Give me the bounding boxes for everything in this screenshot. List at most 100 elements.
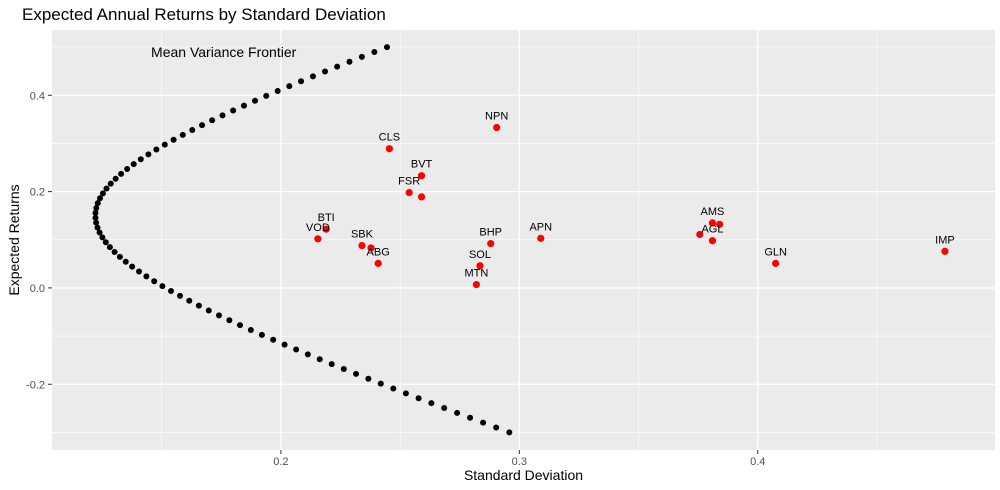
- frontier-point: [186, 297, 193, 304]
- grid-minor: [52, 30, 995, 450]
- frontier-point: [226, 317, 233, 324]
- frontier-point: [263, 92, 270, 99]
- asset-label-agl: AGL: [701, 224, 723, 236]
- frontier-series: [92, 44, 513, 436]
- frontier-point: [199, 122, 206, 129]
- frontier-point: [168, 287, 175, 294]
- frontier-point: [247, 326, 254, 333]
- asset-label-fsr: FSR: [398, 176, 420, 188]
- frontier-point: [118, 170, 125, 177]
- asset-point-ams: [716, 220, 724, 228]
- asset-point-agl: [708, 237, 717, 245]
- frontier-point: [99, 234, 106, 241]
- frontier-point: [358, 53, 365, 60]
- y-tick-label: 0.4: [30, 90, 45, 102]
- frontier-point: [316, 356, 323, 363]
- frontier-point: [124, 166, 131, 173]
- frontier-point: [219, 112, 226, 119]
- asset-point-gln: [772, 259, 780, 267]
- x-tick-label: 0.4: [750, 456, 765, 468]
- x-axis-ticks: 0.2 0.3 0.4: [273, 450, 765, 468]
- asset-point-agl: [696, 230, 704, 239]
- frontier-point: [281, 341, 288, 348]
- frontier-point: [129, 263, 136, 270]
- frontier-point: [116, 253, 123, 260]
- frontier-point: [371, 48, 378, 55]
- frontier-point: [334, 63, 341, 70]
- frontier-point: [143, 273, 150, 280]
- asset-point-mtn: [472, 280, 481, 289]
- frontier-point: [467, 414, 474, 421]
- frontier-point: [286, 83, 293, 90]
- frontier-point: [390, 385, 397, 392]
- x-tick-label: 0.2: [273, 456, 288, 468]
- asset-point-bvt: [417, 172, 426, 180]
- grid-major: [52, 30, 995, 450]
- frontier-point: [377, 380, 384, 387]
- y-tick-label: 0.2: [30, 187, 45, 199]
- frontier-point: [151, 278, 158, 285]
- frontier-point: [92, 214, 99, 221]
- frontier-annotation: Mean Variance Frontier: [151, 44, 297, 60]
- frontier-point: [270, 336, 277, 343]
- frontier-point: [179, 131, 186, 138]
- frontier-point: [93, 219, 100, 226]
- frontier-point: [428, 400, 435, 407]
- asset-point-sbk: [358, 241, 366, 250]
- frontier-point: [328, 361, 335, 368]
- frontier-point: [130, 161, 137, 168]
- frontier-point: [103, 185, 110, 192]
- frontier-point: [415, 395, 422, 402]
- asset-point-cls: [385, 145, 393, 153]
- chart-title: Expected Annual Returns by Standard Devi…: [22, 5, 386, 24]
- frontier-point: [106, 244, 113, 251]
- frontier-point: [92, 209, 99, 216]
- asset-label-vod: VOD: [306, 222, 330, 234]
- asset-label-sol: SOL: [469, 249, 491, 261]
- frontier-point: [195, 302, 202, 309]
- frontier-point: [506, 429, 513, 436]
- frontier-point: [145, 151, 152, 158]
- frontier-point: [94, 200, 101, 207]
- asset-label-cls: CLS: [379, 132, 400, 144]
- y-tick-label: -0.2: [26, 379, 45, 391]
- frontier-point: [230, 107, 237, 114]
- frontier-point: [293, 346, 300, 353]
- frontier-point: [383, 44, 390, 51]
- frontier-point: [93, 205, 100, 212]
- asset-label-ams: AMS: [701, 206, 725, 218]
- asset-point-imp: [941, 247, 949, 255]
- frontier-point: [153, 146, 160, 153]
- asset-point-apn: [537, 234, 545, 242]
- frontier-point: [136, 268, 143, 275]
- frontier-point: [274, 87, 281, 94]
- frontier-point: [322, 68, 329, 75]
- frontier-point: [122, 258, 129, 265]
- frontier-point: [441, 405, 448, 412]
- asset-point-npn: [493, 123, 501, 132]
- frontier-point: [137, 156, 144, 163]
- asset-point-ams: [708, 219, 717, 227]
- frontier-point: [402, 390, 409, 397]
- asset-label-sbk: SBK: [351, 229, 374, 241]
- frontier-point: [205, 307, 212, 314]
- frontier-point: [240, 102, 247, 109]
- frontier-point: [346, 58, 353, 65]
- asset-label-apn: APN: [529, 221, 552, 233]
- frontier-point: [493, 424, 500, 431]
- frontier-point: [189, 127, 196, 134]
- asset-point-sol: [476, 262, 484, 270]
- frontier-point: [111, 248, 118, 255]
- y-axis-title: Expected Returns: [6, 184, 22, 295]
- asset-label-gln: GLN: [764, 246, 787, 258]
- x-tick-label: 0.3: [512, 456, 527, 468]
- frontier-point: [353, 370, 360, 377]
- frontier-point: [454, 409, 461, 416]
- frontier-point: [97, 195, 104, 202]
- frontier-point: [102, 239, 109, 246]
- asset-points: [314, 123, 949, 289]
- frontier-point: [480, 419, 487, 426]
- asset-label-abg: ABG: [367, 246, 390, 258]
- asset-label-mtn: MTN: [464, 268, 488, 280]
